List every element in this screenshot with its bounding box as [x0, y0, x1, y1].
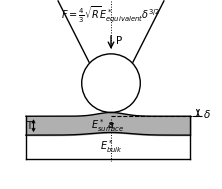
Text: $E^*_{bulk}$: $E^*_{bulk}$: [100, 139, 122, 155]
Text: $\delta$: $\delta$: [203, 108, 210, 120]
Bar: [26, 135, 190, 159]
Text: $E^*_{surface}$: $E^*_{surface}$: [91, 117, 124, 134]
Text: $a$: $a$: [107, 120, 115, 130]
Text: P: P: [116, 36, 122, 46]
Text: $F = \frac{4}{3}\sqrt{R}E^*_{equivalent}\delta^{3/2}$: $F = \frac{4}{3}\sqrt{R}E^*_{equivalent}…: [61, 5, 161, 25]
Text: T: T: [26, 121, 32, 131]
